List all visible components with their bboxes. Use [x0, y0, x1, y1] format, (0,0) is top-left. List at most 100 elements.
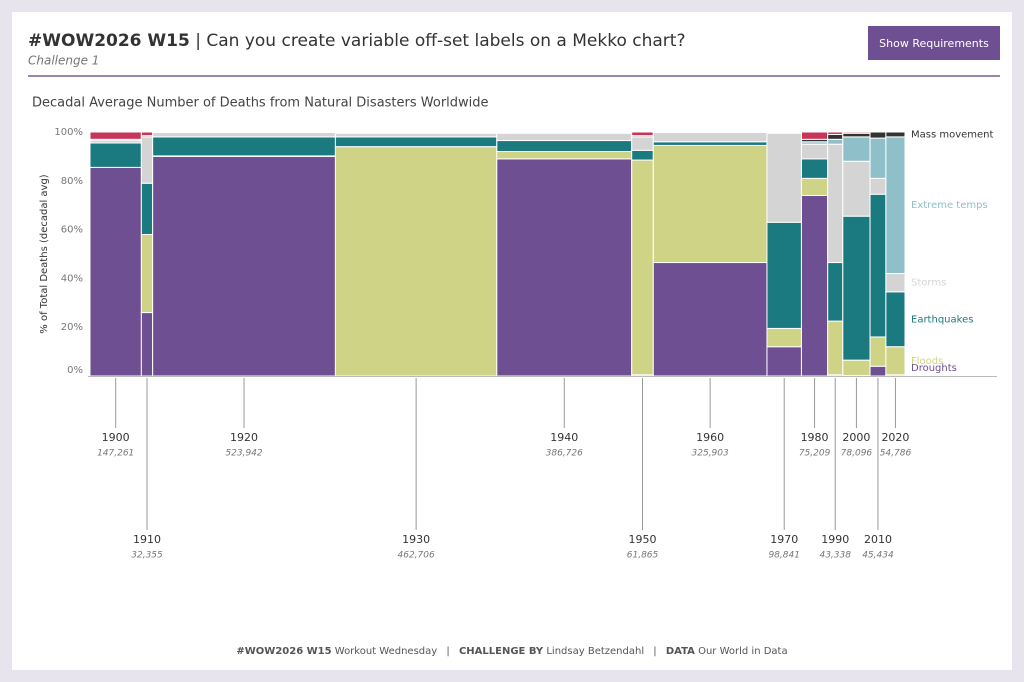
y-tick-label: 0%	[67, 365, 83, 376]
y-tick-label: 80%	[61, 176, 83, 187]
segment	[631, 149, 654, 161]
segment	[842, 215, 871, 361]
segment	[800, 158, 829, 179]
segment	[496, 140, 633, 153]
category-label: 1900	[102, 431, 130, 444]
segment	[496, 132, 633, 142]
segment	[827, 138, 844, 145]
segment	[89, 166, 142, 377]
footer-bold: #WOW2026 W15	[236, 646, 331, 657]
segment	[140, 182, 154, 235]
segment	[496, 158, 633, 377]
legend-label: Droughts	[911, 363, 957, 374]
segment	[496, 151, 633, 160]
segment	[869, 193, 887, 338]
total-label: 147,261	[97, 449, 134, 459]
segment	[842, 136, 871, 162]
footer-bold: DATA	[666, 646, 695, 657]
footer-separator: |	[446, 646, 449, 657]
category-label: 1970	[770, 533, 798, 546]
total-label: 45,434	[862, 551, 894, 561]
category-label: 1960	[696, 431, 724, 444]
chart-title: Decadal Average Number of Deaths from Na…	[32, 96, 489, 111]
category-label: 1910	[133, 533, 161, 546]
y-tick-label: 20%	[61, 322, 83, 333]
segment	[152, 131, 336, 138]
legend-label: Mass movement	[911, 129, 994, 140]
segment	[652, 141, 768, 146]
segment	[652, 262, 768, 377]
total-label: 61,865	[627, 551, 659, 561]
total-label: 386,726	[546, 449, 583, 459]
category-label: 2010	[864, 533, 892, 546]
footer-text: Workout Wednesday	[335, 646, 437, 657]
y-tick-label: 60%	[61, 225, 83, 236]
segment	[766, 132, 802, 223]
category-label: 1950	[629, 533, 657, 546]
segment	[152, 155, 336, 377]
segment	[652, 131, 768, 143]
category-label: 1980	[801, 431, 829, 444]
total-label: 32,355	[131, 551, 163, 561]
segment	[827, 143, 844, 264]
category-label: 1990	[821, 533, 849, 546]
segment	[800, 143, 829, 160]
segment	[140, 131, 154, 137]
legend-label: Storms	[911, 278, 946, 289]
segment	[827, 131, 844, 135]
legend-label: Floods	[911, 356, 943, 367]
segment	[827, 320, 844, 376]
segment	[885, 273, 906, 293]
segment	[885, 346, 906, 376]
segment	[869, 336, 887, 367]
segment	[334, 146, 498, 377]
segment	[885, 136, 906, 275]
footer-text: Our World in Data	[698, 646, 788, 657]
total-label: 98,841	[768, 551, 800, 561]
total-label: 78,096	[841, 449, 873, 459]
segment	[842, 132, 871, 138]
segment	[89, 131, 142, 140]
y-tick-label: 40%	[61, 273, 83, 284]
total-label: 54,786	[880, 449, 912, 459]
segment	[140, 136, 154, 184]
category-label: 1940	[550, 431, 578, 444]
header: #WOW2026 W15 | Can you create variable o…	[28, 31, 685, 51]
legend-label: Earthquakes	[911, 314, 973, 325]
total-label: 462,706	[398, 551, 435, 561]
segment	[885, 131, 906, 138]
footer-separator: |	[653, 646, 656, 657]
total-label: 43,338	[819, 551, 851, 561]
total-label: 325,903	[692, 449, 729, 459]
segment	[334, 132, 498, 138]
legend-label: Extreme temps	[911, 200, 988, 211]
segment	[800, 177, 829, 196]
segment	[766, 131, 802, 134]
show-requirements-button[interactable]: Show Requirements	[868, 26, 1000, 60]
segment	[842, 359, 871, 377]
category-label: 2020	[881, 431, 909, 444]
subtitle: Challenge 1	[28, 54, 99, 68]
footer-bold: CHALLENGE BY	[459, 646, 544, 657]
total-label: 75,209	[799, 449, 831, 459]
segment	[827, 262, 844, 322]
segment	[766, 327, 802, 348]
y-axis-label: % of Total Deaths (decadal avg)	[39, 174, 50, 334]
segment	[827, 133, 844, 140]
segment	[766, 221, 802, 329]
segment	[152, 136, 336, 157]
segment	[766, 346, 802, 377]
segment	[869, 131, 887, 139]
category-label: 1920	[230, 431, 258, 444]
total-label: 523,942	[225, 449, 262, 459]
segment	[869, 365, 887, 377]
category-label: 1930	[402, 533, 430, 546]
segment	[869, 137, 887, 179]
segment	[631, 131, 654, 137]
segment	[631, 159, 654, 376]
segment	[885, 291, 906, 348]
segment	[89, 142, 142, 168]
segment	[869, 177, 887, 195]
segment	[652, 144, 768, 264]
